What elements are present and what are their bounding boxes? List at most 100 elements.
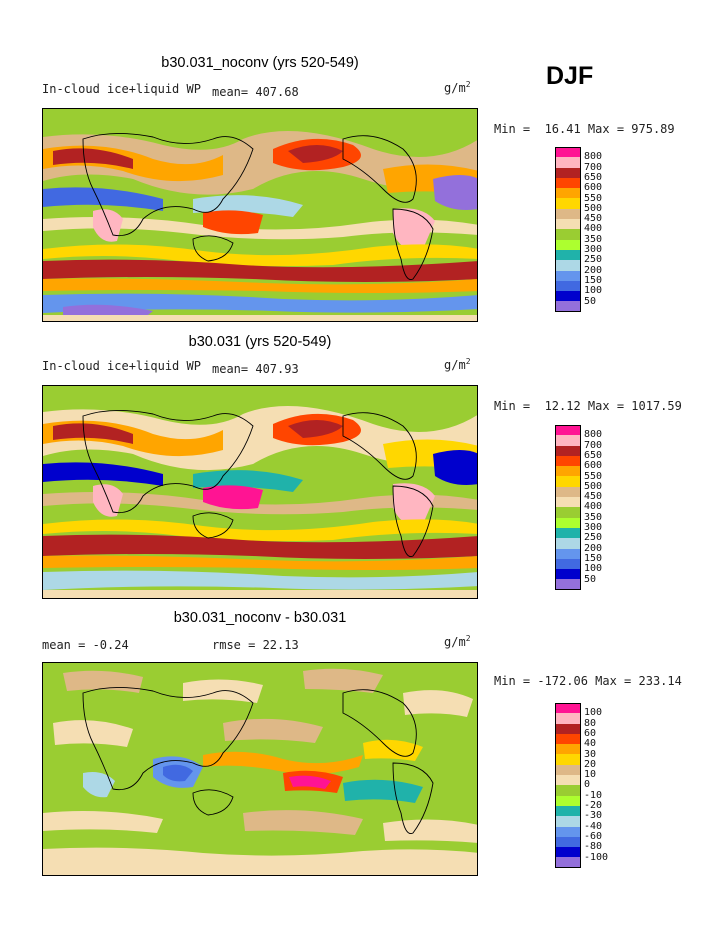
colorbar-swatch [555,847,581,858]
colorbar-swatch [555,455,581,467]
colorbar-tick-label: 10 [584,769,597,781]
colorbar-swatch [555,157,581,168]
colorbar-swatch [555,744,581,755]
colorbar-swatch [555,723,581,734]
colorbar-swatch [555,445,581,456]
colorbar-tick-label: 350 [584,511,603,523]
colorbar-swatch [555,826,581,837]
colorbar-swatch [555,538,581,549]
panel-3-colorbar [555,703,581,868]
colorbar-swatch [555,558,581,570]
colorbar-tick-label: 550 [584,470,603,482]
colorbar-tick-label: 20 [584,758,597,770]
panel-3-contour-map [43,663,477,875]
panel-1-field-label: In-cloud ice+liquid WP [42,82,201,96]
colorbar-tick-label: 80 [584,717,597,729]
colorbar-swatch [555,548,581,559]
colorbar-tick-label: 350 [584,233,603,245]
colorbar-tick-label: 800 [584,151,603,163]
colorbar-tick-label: 650 [584,449,603,461]
colorbar-swatch [555,249,581,261]
colorbar-tick-label: 30 [584,748,597,760]
colorbar-swatch [555,527,581,539]
colorbar-tick-label: 50 [584,573,597,585]
panel-3-rmse-label: rmse = 22.13 [212,638,299,652]
colorbar-tick-label: 60 [584,727,597,739]
colorbar-tick-label: 400 [584,223,603,235]
colorbar-swatch [555,517,581,528]
colorbar-swatch [555,569,581,580]
panel-3-title: b30.031_noconv - b30.031 [173,610,347,626]
colorbar-tick-label: 600 [584,182,603,194]
panel-2-title: b30.031 (yrs 520-549) [188,334,332,350]
colorbar-tick-label: -40 [584,820,603,832]
colorbar-swatch [555,703,581,714]
panel-1-colorbar [555,147,581,312]
panel-3-min-max: Min = -172.06 Max = 233.14 [494,674,682,688]
panel-2-units: g/m2 [444,357,471,372]
colorbar-tick-label: 250 [584,532,603,544]
colorbar-swatch [555,260,581,271]
colorbar-swatch [555,497,581,508]
colorbar-tick-label: 150 [584,274,603,286]
colorbar-tick-label: -80 [584,841,603,853]
colorbar-tick-label: 50 [584,295,597,307]
colorbar-tick-label: 150 [584,552,603,564]
panel-2-colorbar [555,425,581,590]
colorbar-tick-label: 550 [584,192,603,204]
colorbar-swatch [555,435,581,446]
colorbar-swatch [555,280,581,292]
colorbar-swatch [555,775,581,786]
colorbar-tick-label: 40 [584,738,597,750]
colorbar-swatch [555,857,581,868]
colorbar-swatch [555,486,581,498]
colorbar-tick-label: 300 [584,522,603,533]
colorbar-swatch [555,147,581,158]
colorbar-swatch [555,836,581,848]
colorbar-swatch [555,816,581,827]
colorbar-tick-label: 100 [584,707,603,719]
colorbar-tick-label: 500 [584,202,603,214]
colorbar-swatch [555,754,581,765]
colorbar-tick-label: 400 [584,501,603,513]
colorbar-tick-label: 500 [584,480,603,492]
colorbar-swatch [555,219,581,230]
colorbar-swatch [555,805,581,817]
colorbar-tick-label: -100 [584,851,609,863]
colorbar-swatch [555,239,581,250]
colorbar-tick-label: -60 [584,830,603,842]
panel-3-mean-label: mean = -0.24 [42,638,129,652]
colorbar-tick-label: -30 [584,810,603,822]
colorbar-tick-label: 700 [584,161,603,173]
colorbar-swatch [555,291,581,302]
colorbar-tick-label: 800 [584,429,603,441]
colorbar-swatch [555,713,581,724]
colorbar-tick-label: 200 [584,542,603,554]
colorbar-tick-label: -20 [584,800,603,811]
colorbar-swatch [555,229,581,240]
colorbar-tick-label: 450 [584,491,603,503]
colorbar-swatch [555,733,581,745]
panel-2-mean-label: mean= 407.93 [212,362,299,376]
colorbar-swatch [555,177,581,189]
colorbar-swatch [555,270,581,281]
colorbar-swatch [555,301,581,312]
panel-1-contour-map [43,109,477,321]
colorbar-swatch [555,795,581,806]
panel-1-units: g/m2 [444,80,471,95]
colorbar-swatch [555,579,581,590]
panel-2-map [42,385,478,599]
colorbar-tick-label: 300 [584,244,603,255]
colorbar-tick-label: 450 [584,213,603,225]
colorbar-swatch [555,764,581,776]
panel-1-title: b30.031_noconv (yrs 520-549) [161,55,359,71]
panel-3-map [42,662,478,876]
panel-1-min-max: Min = 16.41 Max = 975.89 [494,122,675,136]
colorbar-tick-label: 200 [584,264,603,276]
colorbar-tick-label: 100 [584,563,603,575]
panel-2-field-label: In-cloud ice+liquid WP [42,359,201,373]
colorbar-tick-label: 0 [584,779,591,791]
panel-2-min-max: Min = 12.12 Max = 1017.59 [494,399,682,413]
colorbar-tick-label: 250 [584,254,603,266]
colorbar-swatch [555,167,581,178]
